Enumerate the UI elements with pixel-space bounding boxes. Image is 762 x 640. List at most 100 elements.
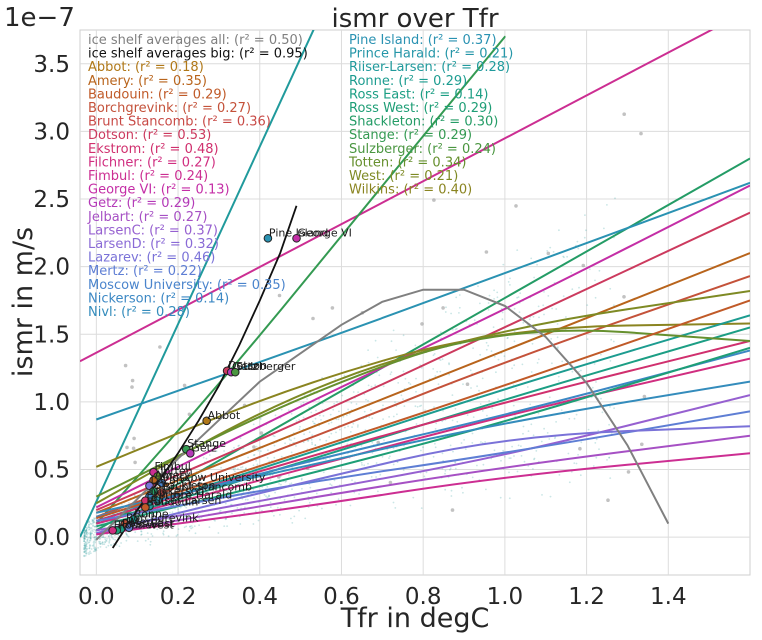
scatter-point (137, 517, 140, 520)
scatter-point (533, 276, 535, 279)
scatter-point (290, 517, 292, 520)
scatter-point (382, 385, 385, 388)
legend-entry: George VI: (r² = 0.13) (88, 183, 230, 198)
legend-entry: Totten: (r² = 0.34) (348, 155, 466, 170)
scatter-point (517, 444, 520, 447)
scatter-point (87, 536, 90, 539)
scatter-point (322, 471, 325, 474)
scatter-point (379, 473, 382, 476)
scatter-point (189, 519, 192, 522)
scatter-point (542, 304, 545, 307)
point-label: Abbot (208, 409, 241, 422)
scatter-point (307, 439, 310, 442)
scatter-point (346, 414, 348, 417)
scatter-point (551, 307, 553, 310)
scatter-point (556, 336, 559, 339)
scatter-point (448, 363, 450, 366)
scatter-point (285, 480, 288, 483)
outlier-point (187, 412, 192, 417)
outlier-point (622, 295, 626, 299)
scatter-point (409, 383, 412, 385)
legend-entry: Riiser-Larsen: (r² = 0.28) (349, 60, 510, 75)
scatter-point (276, 506, 279, 509)
scatter-point (501, 311, 504, 314)
scatter-point (552, 251, 555, 253)
point-label: Shackleton (155, 479, 216, 492)
scatter-point (185, 525, 188, 528)
scatter-point (594, 442, 597, 444)
scatter-point (609, 360, 612, 362)
scatter-point (263, 493, 266, 496)
scatter-point (94, 536, 96, 539)
scatter-point (526, 386, 529, 388)
scatter-point (469, 369, 472, 372)
outlier-point (640, 442, 644, 447)
scatter-point (108, 540, 111, 543)
scatter-point (85, 545, 88, 548)
scatter-point (311, 443, 314, 445)
scatter-point (127, 502, 130, 504)
scatter-point (89, 537, 92, 539)
scatter-point (177, 528, 180, 530)
scatter-point (280, 455, 283, 458)
scatter-point (266, 485, 269, 488)
scatter-point (614, 197, 616, 200)
scatter-point (109, 539, 111, 541)
scatter-point (92, 524, 94, 527)
scatter-point (451, 328, 454, 331)
scatter-point (471, 432, 474, 435)
scatter-point (365, 398, 367, 401)
scatter-point (367, 361, 370, 364)
scatter-point (608, 456, 610, 459)
scatter-point (279, 513, 281, 516)
x-tick-label: 0.0 (78, 584, 115, 610)
x-tick-label: 0.8 (405, 584, 442, 610)
scatter-point (587, 428, 590, 431)
scatter-point (476, 464, 478, 467)
scatter-point (523, 460, 526, 463)
outlier-point (432, 198, 436, 202)
scatter-point (349, 431, 352, 433)
scatter-point (455, 327, 458, 330)
point-label: Stange (187, 437, 226, 450)
scatter-point (88, 526, 90, 529)
scatter-point (225, 517, 228, 520)
scatter-point (237, 468, 239, 470)
scatter-point (90, 537, 92, 539)
scatter-point (243, 481, 246, 484)
outlier-point (484, 250, 489, 254)
offset-text: 1e−7 (4, 3, 75, 33)
scatter-point (363, 410, 366, 413)
scatter-point (533, 457, 536, 460)
scatter-point (244, 498, 247, 501)
scatter-point (573, 417, 576, 420)
scatter-point (404, 377, 407, 380)
scatter-point (444, 311, 447, 313)
scatter-point (95, 535, 97, 538)
scatter-point (435, 422, 438, 425)
scatter-point (367, 399, 369, 402)
scatter-point (93, 543, 95, 545)
scatter-point (609, 406, 611, 408)
scatter-point (146, 532, 149, 534)
y-tick-label: 1.0 (33, 390, 70, 416)
scatter-point (173, 524, 176, 527)
scatter-point (261, 480, 263, 483)
scatter-point (434, 446, 437, 449)
scatter-point (580, 369, 582, 372)
scatter-point (83, 538, 85, 541)
scatter-point (511, 367, 513, 370)
scatter-point (93, 518, 96, 520)
scatter-point (98, 540, 100, 543)
scatter-point (493, 355, 496, 358)
scatter-point (140, 533, 143, 536)
scatter-point (513, 307, 516, 310)
scatter-point (144, 539, 147, 542)
scatter-point (93, 521, 95, 524)
scatter-point (231, 512, 233, 515)
scatter-point (341, 394, 344, 397)
scatter-point (601, 411, 604, 414)
scatter-point (146, 517, 149, 520)
scatter-point (272, 434, 275, 437)
scatter-point (83, 533, 86, 536)
